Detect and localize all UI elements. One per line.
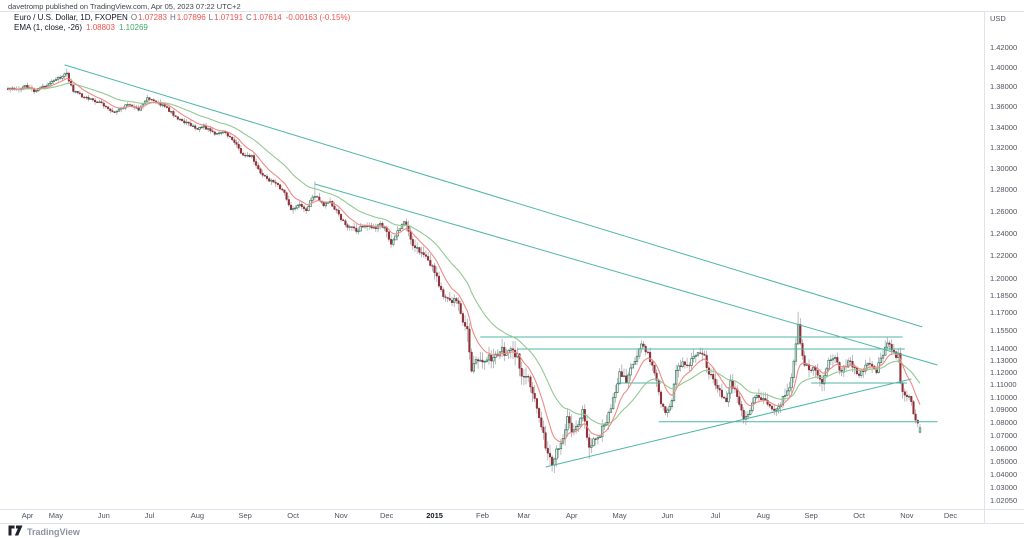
bottom-divider [0, 523, 1024, 524]
time-axis-label: Apr [21, 511, 34, 520]
descending-trendline-major [64, 64, 923, 328]
price-axis-label: 1.15500 [990, 326, 1018, 336]
high-value: 1.07896 [176, 13, 206, 22]
time-axis-label: Nov [334, 511, 348, 520]
ema-slow-line [7, 82, 921, 425]
price-axis-label: 1.28000 [990, 185, 1018, 195]
price-axis-label: 1.08000 [990, 417, 1018, 427]
symbol-legend-row: Euro / U.S. Dollar, 1D, FXOPEN O1.07283 H1… [14, 13, 350, 23]
price-axis-label: 1.32000 [990, 143, 1018, 153]
ema-fast-line [7, 77, 921, 443]
time-axis-label: Sep [238, 511, 252, 520]
time-axis-label: Jul [710, 511, 721, 520]
price-axis-label: 1.42000 [990, 43, 1018, 53]
symbol-title[interactable]: Euro / U.S. Dollar, 1D, FXOPEN [14, 13, 128, 22]
price-axis-label: 1.24000 [990, 228, 1018, 238]
price-axis-divider [984, 11, 985, 523]
price-axis-label: 1.03000 [990, 482, 1018, 492]
price-axis-label: 1.07000 [990, 430, 1018, 440]
price-axis-label: 1.10000 [990, 392, 1018, 402]
price-axis-label: 1.02050 [990, 495, 1018, 505]
price-axis-label: 1.18500 [990, 290, 1018, 300]
price-axis-label: 1.38000 [990, 82, 1018, 92]
low-label: L [208, 13, 214, 22]
price-axis-label: 1.05000 [990, 456, 1018, 466]
price-axis-label: 1.14000 [990, 343, 1018, 353]
low-value: 1.07191 [214, 13, 244, 22]
time-axis-label: Jun [97, 511, 110, 520]
time-axis-divider [0, 509, 1024, 510]
price-axis-label: 1.17000 [990, 308, 1018, 318]
publish-watermark: davetromp published on TradingView.com, … [8, 2, 241, 11]
candle-wicks [7, 68, 921, 473]
price-axis-label: 1.11000 [990, 380, 1017, 390]
close-value: 1.07614 [252, 13, 282, 22]
price-axis-label: 1.26000 [990, 207, 1018, 216]
time-axis-label: Feb [476, 511, 489, 520]
time-axis-label: Jun [661, 511, 674, 520]
price-axis-label: 1.04000 [990, 469, 1018, 479]
indicator-fast-value: 1.08803 [86, 22, 115, 32]
time-axis-label: Oct [853, 511, 865, 520]
open-label: O [130, 13, 138, 22]
time-axis-label: Aug [190, 511, 205, 520]
price-axis-label: 1.36000 [990, 102, 1018, 112]
indicator-slow-value: 1.10269 [118, 22, 148, 32]
high-label: H [169, 13, 176, 22]
price-axis-label: 1.06000 [990, 443, 1018, 453]
time-axis-label: Sep [804, 511, 818, 520]
price-axis-label: 1.13000 [990, 356, 1018, 366]
price-axis-label: 1.20000 [990, 273, 1018, 283]
price-axis-label: 1.40000 [990, 62, 1018, 72]
footer: TradingView [8, 525, 80, 538]
time-axis-label: Oct [287, 511, 299, 520]
time-axis-label: May [48, 511, 63, 520]
time-axis-label: Dec [943, 511, 958, 520]
time-axis-label: Nov [900, 511, 914, 520]
time-axis-label: Mar [517, 511, 531, 520]
price-axis-label: 1.34000 [990, 122, 1018, 132]
down-candles [6, 72, 919, 466]
tradingview-logo-text[interactable]: TradingView [27, 526, 80, 537]
time-axis-label: May [612, 511, 627, 520]
price-axis-unit: USD [990, 14, 1006, 23]
top-divider [0, 11, 1024, 12]
time-axis-label: Jul [144, 511, 155, 520]
price-axis-label: 1.30000 [990, 164, 1018, 174]
time-axis-label: Dec [380, 511, 394, 520]
time-axis-label: Apr [565, 511, 578, 520]
price-axis-label: 1.12000 [990, 368, 1018, 378]
descending-trendline-minor [314, 183, 938, 366]
close-label: C [246, 13, 252, 22]
indicator-legend-row: EMA (1, close, -26) 1.08803 1.10269 [14, 23, 350, 33]
time-axis-label: Aug [756, 511, 770, 520]
legend: Euro / U.S. Dollar, 1D, FXOPEN O1.07283 H1… [14, 13, 350, 32]
up-candles [9, 72, 922, 466]
price-axis[interactable]: USD 1.42000 1.40000 1.38000 1.36000 1.34000 1… [985, 11, 1024, 523]
price-axis-label: 1.09000 [990, 405, 1018, 415]
indicator-title[interactable]: EMA (1, close, -26) [14, 22, 83, 32]
time-axis-year-label: 2015 [426, 511, 443, 520]
change-value: -0.00163 (-0.15%) [285, 13, 351, 22]
open-value: 1.07283 [138, 13, 167, 22]
ascending-trendline [545, 378, 912, 468]
price-axis-label: 1.22000 [990, 251, 1018, 261]
tradingview-logo-icon [8, 523, 23, 538]
time-axis[interactable]: Apr May Jun Jul Aug Sep Oct Nov Dec 2015 Feb Mar Apr… [0, 509, 984, 523]
